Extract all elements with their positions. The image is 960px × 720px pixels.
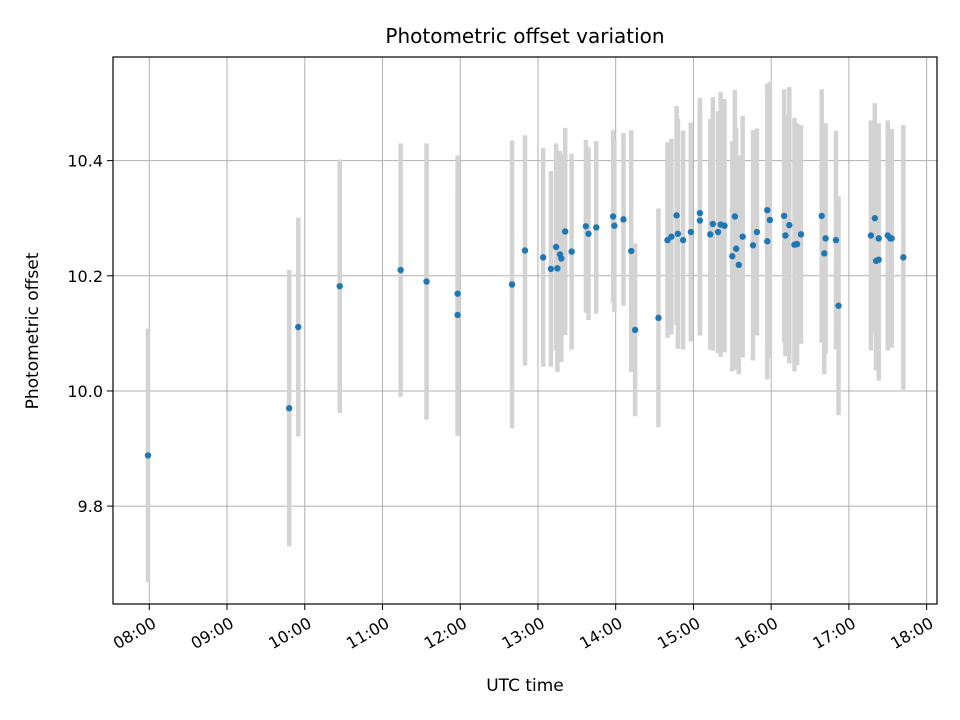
y-tick-label: 9.8 [78, 497, 103, 516]
data-point [568, 248, 575, 255]
data-point [508, 281, 516, 288]
y-tick-label: 10.4 [67, 152, 103, 171]
data-point [668, 233, 675, 240]
data-point [655, 314, 662, 322]
data-point [875, 235, 882, 242]
data-point [696, 217, 704, 224]
data-point [628, 247, 635, 255]
data-point [674, 230, 682, 237]
data-point [786, 221, 793, 229]
data-point [749, 242, 757, 249]
data-point [454, 290, 461, 297]
data-point [731, 213, 739, 220]
y-tick-label: 10.0 [67, 382, 103, 401]
data-point [900, 254, 907, 261]
data-point [875, 256, 882, 263]
data-point [782, 232, 789, 239]
data-point [558, 255, 565, 262]
data-point [721, 222, 728, 229]
data-point [673, 212, 680, 219]
data-point [454, 311, 461, 319]
chart-title: Photometric offset variation [385, 24, 664, 48]
data-point [423, 278, 430, 285]
data-point [735, 261, 742, 269]
data-point [295, 323, 302, 331]
x-axis-title: UTC time [486, 676, 564, 696]
data-point [539, 254, 547, 261]
data-point [687, 228, 695, 236]
data-point [582, 223, 590, 230]
data-point [822, 235, 829, 242]
data-point [739, 233, 746, 240]
data-point [821, 250, 828, 257]
data-point [611, 222, 618, 229]
data-point [554, 265, 561, 272]
data-point [709, 220, 717, 228]
y-tick-label: 10.2 [67, 267, 103, 286]
data-point [835, 302, 842, 309]
data-points [144, 206, 907, 459]
data-point [620, 216, 627, 223]
plot-frame [112, 56, 938, 605]
data-point [397, 266, 404, 274]
data-point [818, 212, 825, 220]
data-point [753, 228, 761, 236]
data-point [732, 245, 740, 252]
data-point [888, 235, 895, 242]
data-point [766, 216, 774, 224]
data-point [561, 228, 569, 235]
data-point [764, 238, 771, 245]
data-point [832, 236, 840, 244]
data-point [521, 247, 529, 254]
data-point [547, 265, 555, 273]
data-point [631, 326, 639, 334]
data-point [871, 215, 879, 222]
data-point [144, 452, 152, 459]
data-point [696, 209, 704, 217]
data-point [707, 231, 714, 238]
data-point [793, 240, 801, 248]
data-point [867, 232, 875, 239]
data-point [593, 224, 600, 231]
data-point [552, 243, 560, 251]
data-point [780, 212, 788, 220]
data-point [286, 405, 293, 412]
data-point [679, 236, 687, 244]
data-point [764, 206, 771, 214]
data-point [729, 253, 736, 260]
data-point [336, 282, 343, 290]
data-point [609, 213, 617, 220]
data-point [797, 231, 805, 238]
y-axis-title: Photometric offset [23, 252, 43, 409]
data-point [714, 228, 722, 236]
data-point [585, 230, 592, 237]
